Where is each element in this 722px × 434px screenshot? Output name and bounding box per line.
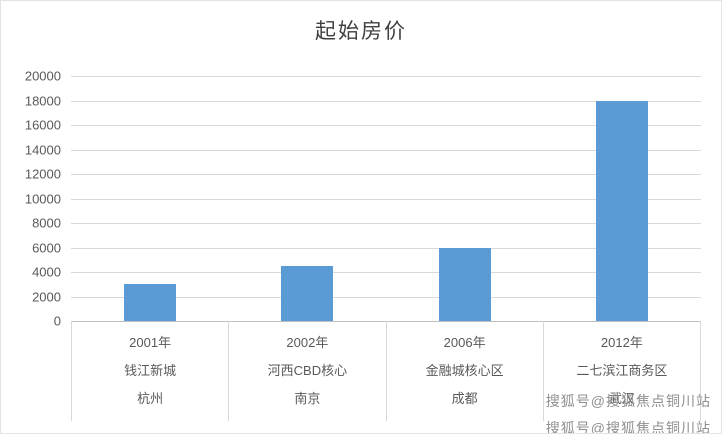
category-district: 河西CBD核心 — [267, 363, 348, 378]
y-tick-label: 0 — [53, 313, 61, 329]
category-cell: 2002年河西CBD核心 南京 — [228, 321, 385, 421]
y-tick-label: 10000 — [24, 191, 61, 206]
y-tick-label: 12000 — [24, 166, 61, 182]
category-district: 金融城核心区 — [425, 363, 504, 378]
gridline — [71, 149, 701, 151]
gridline — [71, 296, 701, 298]
y-tick-label: 16000 — [24, 117, 61, 133]
y-tick-label: 2000 — [32, 289, 61, 304]
category-city: 杭州 — [137, 391, 164, 406]
y-tick-label: 20000 — [24, 68, 61, 84]
gridline — [71, 100, 701, 102]
watermark-text: 搜狐号@搜狐焦点铜川站 — [545, 393, 711, 409]
gridline — [71, 223, 701, 224]
gridline — [71, 76, 701, 77]
chart-title: 起始房价 — [315, 20, 407, 43]
bar — [123, 284, 176, 321]
watermark-text: 搜狐号@搜狐焦点铜川站 — [545, 420, 711, 434]
bar — [281, 265, 334, 321]
bar — [438, 247, 491, 321]
gridline — [71, 247, 701, 249]
gridline — [71, 174, 701, 175]
gridline — [71, 272, 701, 273]
y-tick-label: 8000 — [32, 215, 61, 231]
y-tick-label: 18000 — [24, 93, 61, 108]
category-city: 武汉 — [608, 391, 635, 406]
category-cell: 2001年钱江新城杭州 — [71, 321, 228, 421]
x-axis-category-labels: 2001年 钱江新城 杭州 2002年 河西CBD核心 南京 2006年 金融城核心区 成都 20… — [71, 321, 701, 421]
gridline — [71, 198, 701, 200]
category-cell: 2012年二七滨江商务区 武汉 — [542, 321, 701, 421]
category-year: 2012年 — [600, 335, 643, 350]
category-city: 南京 — [294, 391, 321, 406]
category-city: 成都 — [451, 391, 478, 406]
category-year: 2006年 — [443, 335, 486, 350]
y-tick-label: 4000 — [32, 264, 61, 280]
category-year: 2001年 — [129, 335, 172, 350]
plot-area — [71, 76, 701, 322]
category-district: 二七滨江商务区 — [576, 363, 668, 378]
y-tick-label: 14000 — [24, 142, 61, 157]
category-district: 钱江新城 — [124, 363, 177, 378]
category-cell: 2006年金融城核心区 成都 — [385, 321, 543, 421]
y-tick-label: 6000 — [32, 240, 61, 255]
category-year: 2002年 — [286, 335, 329, 350]
bar — [596, 100, 649, 321]
gridline — [71, 125, 701, 126]
